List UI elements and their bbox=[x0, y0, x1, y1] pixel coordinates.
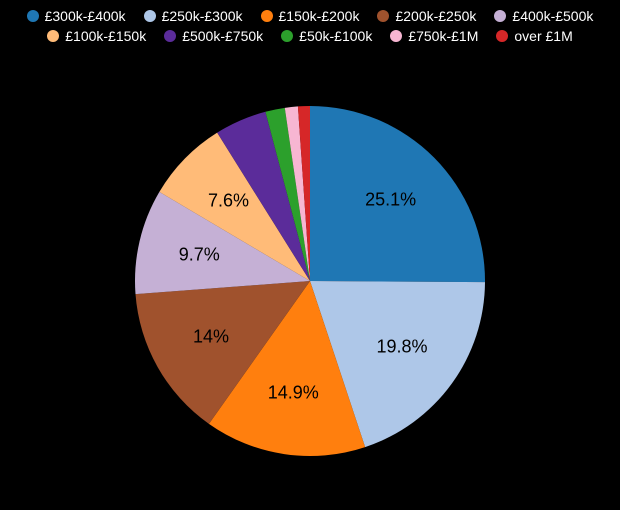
legend-item: over £1M bbox=[496, 28, 572, 44]
legend-item: £750k-£1M bbox=[390, 28, 478, 44]
legend-label: £400k-£500k bbox=[512, 8, 593, 24]
legend-marker bbox=[261, 10, 273, 22]
legend-label: £750k-£1M bbox=[408, 28, 478, 44]
pie-chart: 25.1% 19.8% 14.9% 14% 9.7% 7.6% bbox=[0, 48, 620, 493]
legend-marker bbox=[494, 10, 506, 22]
legend-marker bbox=[27, 10, 39, 22]
legend-item: £50k-£100k bbox=[281, 28, 372, 44]
legend-label: £250k-£300k bbox=[162, 8, 243, 24]
slice-label: 19.8% bbox=[376, 337, 427, 358]
legend-item: £200k-£250k bbox=[377, 8, 476, 24]
legend-item: £250k-£300k bbox=[144, 8, 243, 24]
legend-item: £150k-£200k bbox=[261, 8, 360, 24]
legend-marker bbox=[144, 10, 156, 22]
legend-label: £150k-£200k bbox=[279, 8, 360, 24]
slice-label: 7.6% bbox=[208, 191, 249, 212]
legend-item: £400k-£500k bbox=[494, 8, 593, 24]
legend-item: £300k-£400k bbox=[27, 8, 126, 24]
legend-marker bbox=[281, 30, 293, 42]
legend-marker bbox=[47, 30, 59, 42]
legend-label: £50k-£100k bbox=[299, 28, 372, 44]
legend-item: £100k-£150k bbox=[47, 28, 146, 44]
slice-label: 9.7% bbox=[179, 244, 220, 265]
legend: £300k-£400k £250k-£300k £150k-£200k £200k-£… bbox=[0, 0, 620, 48]
legend-label: over £1M bbox=[514, 28, 572, 44]
legend-label: £100k-£150k bbox=[65, 28, 146, 44]
slice-label: 14% bbox=[193, 326, 229, 347]
legend-label: £300k-£400k bbox=[45, 8, 126, 24]
legend-marker bbox=[164, 30, 176, 42]
slice-label: 14.9% bbox=[268, 383, 319, 404]
slice-label: 25.1% bbox=[365, 190, 416, 211]
legend-marker bbox=[390, 30, 402, 42]
legend-marker bbox=[377, 10, 389, 22]
legend-item: £500k-£750k bbox=[164, 28, 263, 44]
pie-svg bbox=[0, 48, 620, 493]
legend-label: £200k-£250k bbox=[395, 8, 476, 24]
legend-marker bbox=[496, 30, 508, 42]
legend-label: £500k-£750k bbox=[182, 28, 263, 44]
